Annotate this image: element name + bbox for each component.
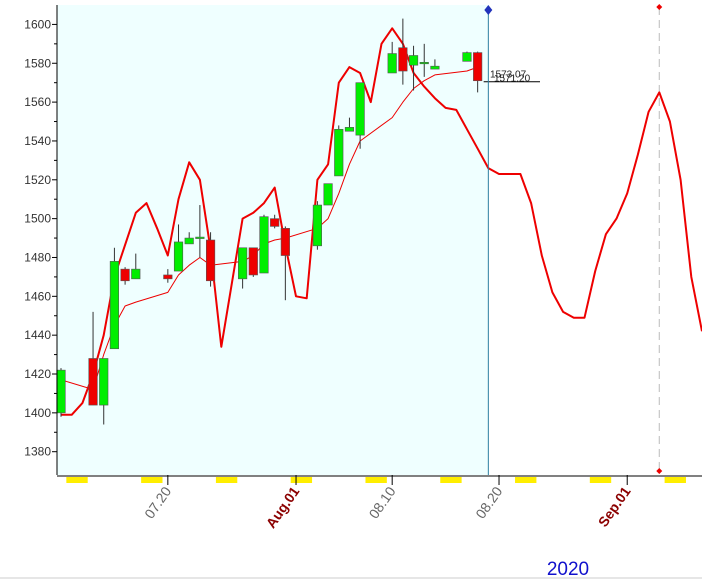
candle-body [88, 358, 98, 406]
weekend-marker [440, 477, 462, 483]
candle-body [344, 127, 355, 132]
candle-body [259, 216, 269, 274]
candle-body [473, 52, 483, 82]
candle-body [56, 369, 66, 414]
event-marker [656, 468, 663, 474]
weekend-marker [290, 477, 313, 483]
candle-body [109, 261, 119, 350]
candle-body [248, 247, 258, 276]
weekend-marker [589, 477, 612, 483]
candle-body [312, 204, 322, 247]
event-marker [656, 4, 663, 10]
candle-body [184, 237, 194, 245]
y-tick-label: 1420 [24, 367, 51, 381]
line-series [61, 27, 702, 416]
y-tick-label: 1600 [24, 17, 51, 31]
candle-body [419, 61, 429, 65]
candle-body [238, 247, 248, 280]
candle-body [355, 82, 365, 136]
y-tick-label: 1520 [24, 173, 51, 187]
line-series [60, 66, 478, 390]
candle-body [408, 55, 419, 66]
candle-body [120, 268, 130, 282]
candle-body [270, 218, 280, 227]
candle-body [173, 241, 184, 272]
candle-body [195, 236, 205, 239]
price-annotation: 1571.20 [494, 74, 531, 85]
candle-body [163, 274, 173, 280]
y-tick-label: 1500 [24, 212, 51, 226]
candle-body [99, 358, 109, 406]
candle-body [430, 65, 440, 70]
candle-body [334, 128, 344, 177]
candle-body [387, 53, 397, 74]
y-tick-label: 1560 [24, 95, 51, 109]
weekend-marker [515, 477, 537, 483]
candle-body [462, 52, 472, 62]
candle-body [398, 47, 408, 72]
candle-body [131, 268, 141, 280]
year-label: 2020 [547, 559, 589, 580]
y-tick-label: 1380 [24, 445, 51, 459]
price-annotation: 1573.07 [490, 70, 527, 81]
weekend-marker [141, 477, 163, 483]
weekend-marker [215, 477, 238, 483]
weekend-marker [66, 477, 88, 483]
candle-body [280, 228, 290, 256]
y-tick-label: 1400 [24, 406, 51, 420]
weekend-marker [365, 477, 387, 483]
candle-body [205, 239, 216, 282]
y-tick-label: 1460 [24, 289, 51, 303]
y-tick-label: 1580 [24, 56, 51, 70]
weekend-marker [664, 477, 686, 483]
history-shade [57, 5, 489, 475]
candle-body [323, 183, 333, 206]
y-tick-label: 1480 [24, 250, 51, 264]
y-tick-label: 1440 [24, 328, 51, 342]
y-tick-label: 1540 [24, 134, 51, 148]
plot-layer: 1380 1400 1420 1440 1460 1480 1500 1520 1540 1560… [24, 4, 702, 531]
cursor-marker [484, 5, 493, 15]
